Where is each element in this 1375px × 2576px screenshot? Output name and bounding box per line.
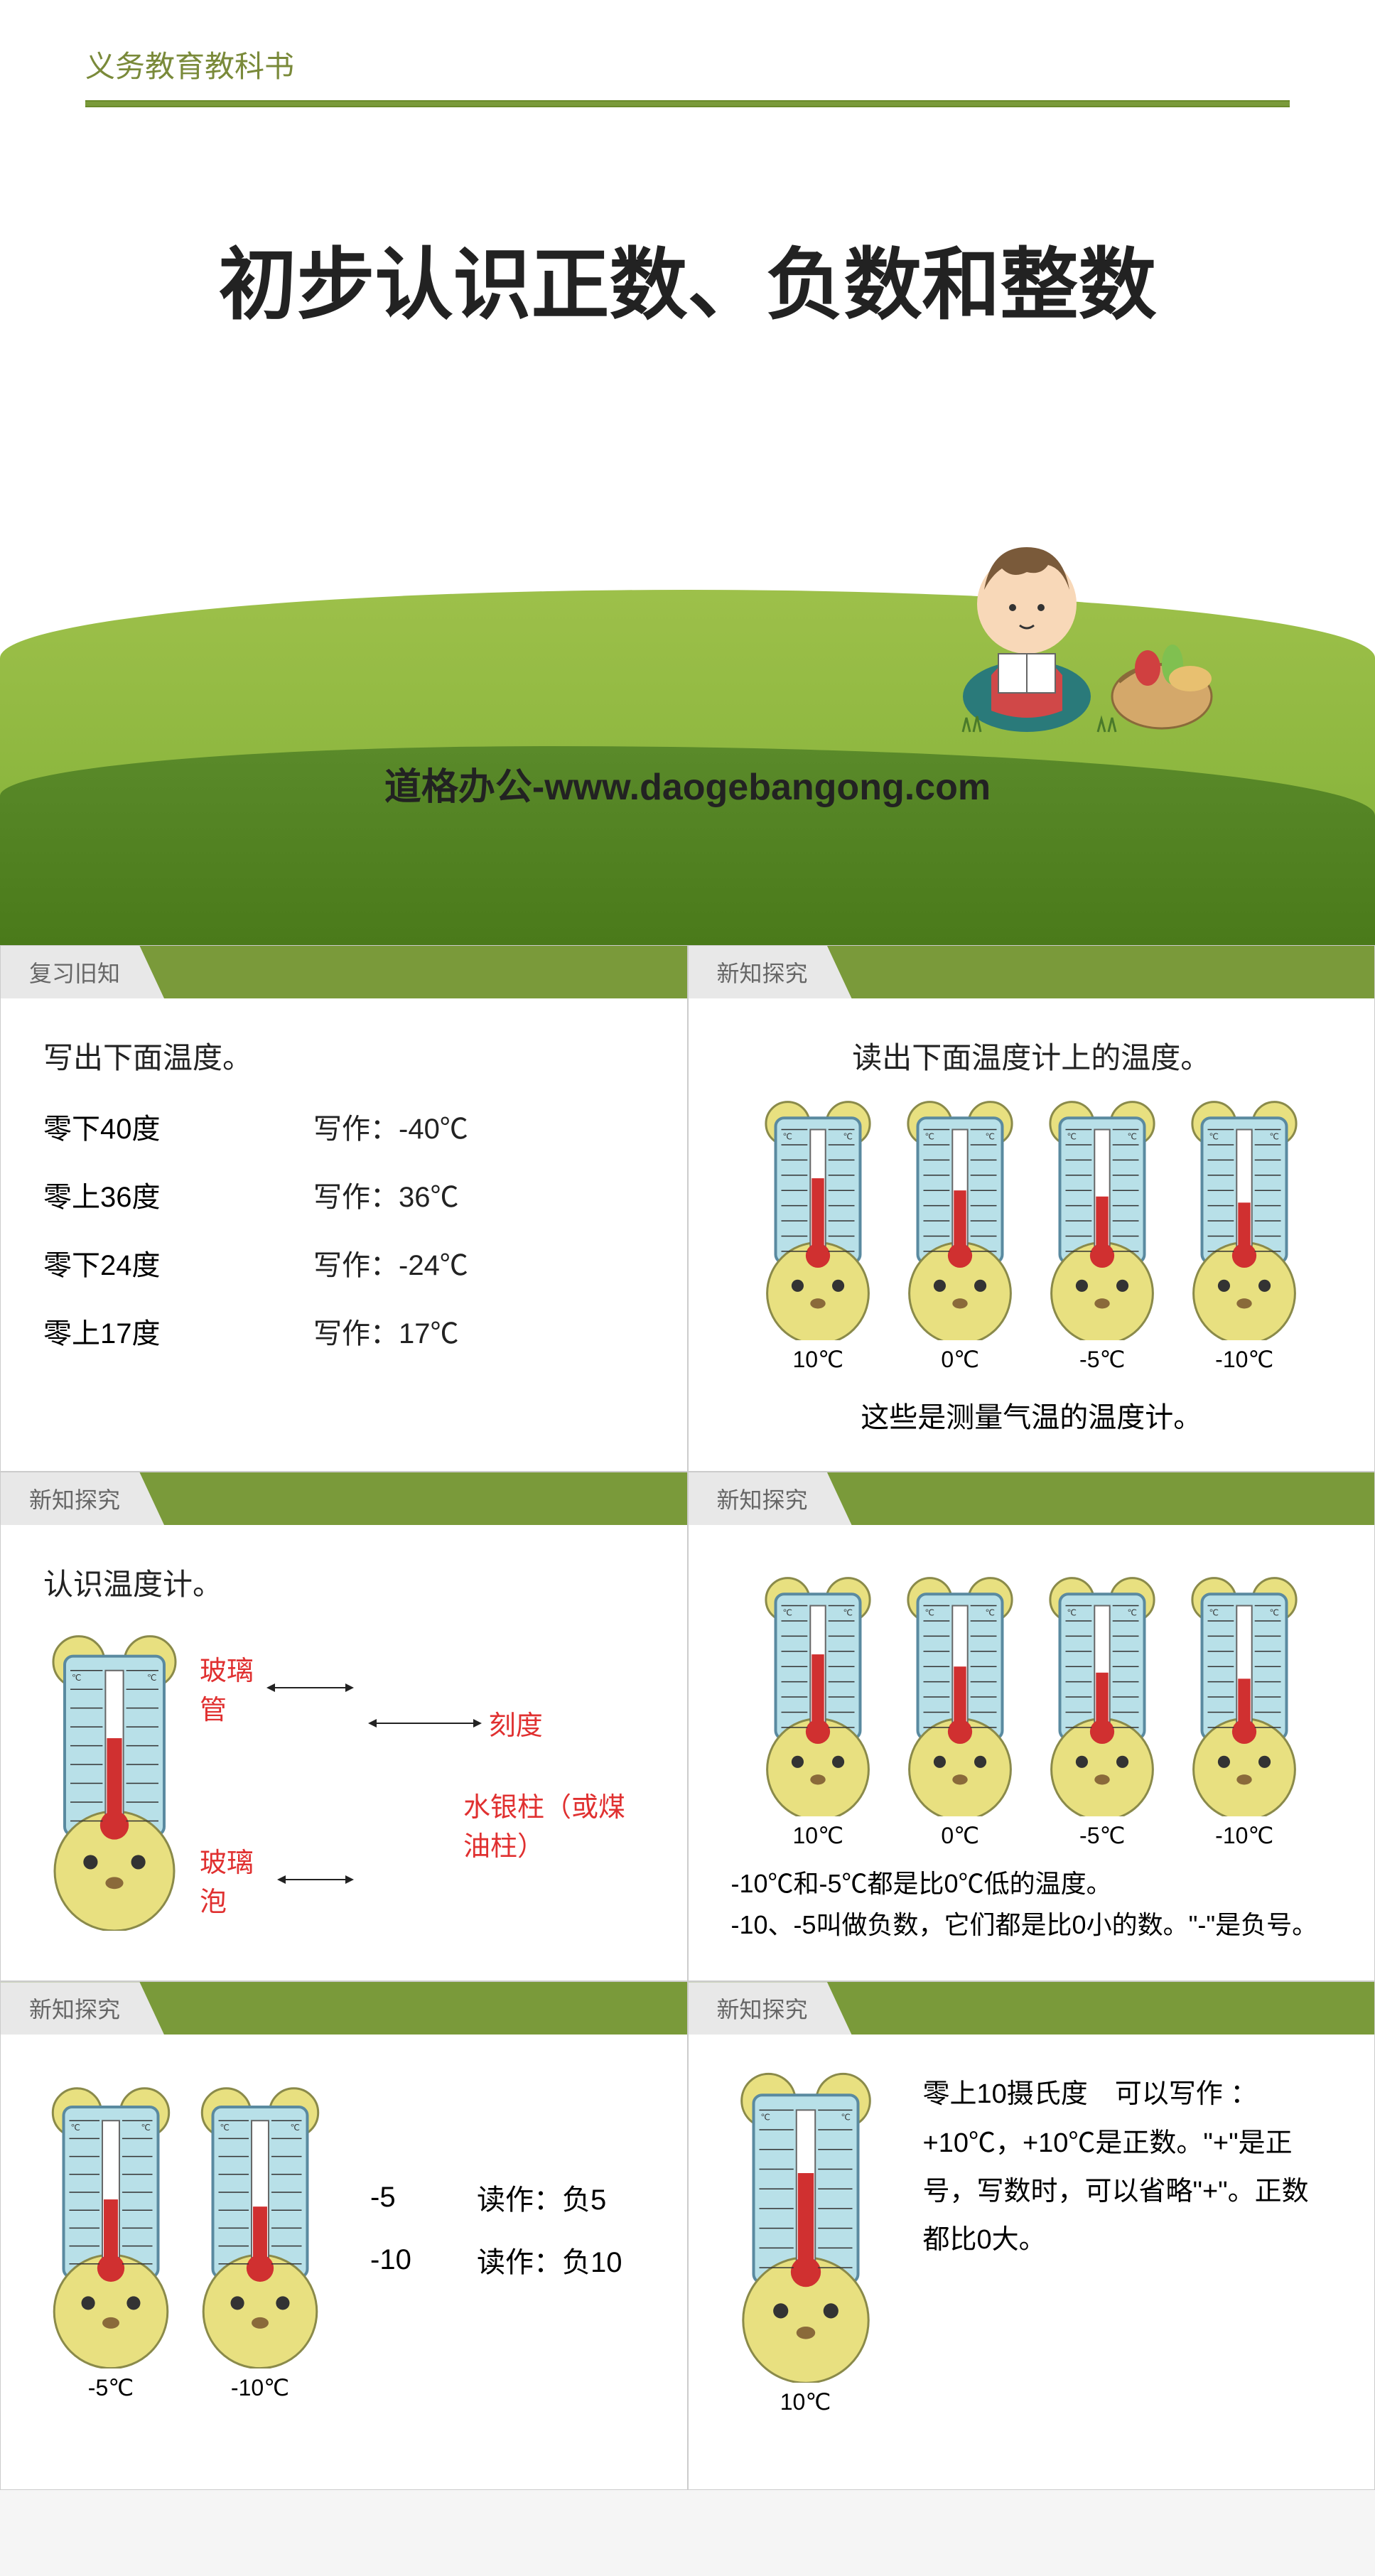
svg-text:℃: ℃ xyxy=(925,1608,934,1618)
svg-text:℃: ℃ xyxy=(783,1608,792,1618)
panel-explore-5: 新知探究 ℃ ℃ 10℃ 零上10摄氏度 可以写作 ：+10℃，+10℃是正数。… xyxy=(688,1981,1375,2490)
thermometer-icon: ℃ ℃ 10℃ xyxy=(757,1099,878,1373)
thermo-caption: 0℃ xyxy=(941,1346,979,1373)
temp-write: 写作：36℃ xyxy=(313,1174,459,1215)
read-value: -5 xyxy=(370,2182,441,2214)
instruction: 认识温度计。 xyxy=(43,1561,645,1604)
panel-tab: 新知探究 xyxy=(689,1472,852,1525)
thermo-caption: -10℃ xyxy=(1215,1346,1273,1373)
header-text: 义务教育教科书 xyxy=(85,43,1290,86)
svg-text:℃: ℃ xyxy=(1128,1132,1137,1142)
arrow-icon xyxy=(274,1687,347,1688)
header-bar xyxy=(85,100,1290,107)
note-text: 这些是测量气温的温度计。 xyxy=(731,1394,1332,1435)
thermometer-icon: ℃ ℃ 10℃ xyxy=(731,2070,880,2415)
svg-text:℃: ℃ xyxy=(1270,1132,1279,1142)
label-mercury: 水银柱（或煤油柱） xyxy=(463,1785,645,1863)
main-title: 初步认识正数、负数和整数 xyxy=(85,221,1290,335)
temp-row: 零下24度 写作：-24℃ xyxy=(43,1242,645,1283)
label-scale: 刻度 xyxy=(489,1703,543,1742)
panel-tab: 新知探究 xyxy=(1,1982,164,2035)
label-glass-tube: 玻璃管 xyxy=(200,1649,259,1727)
svg-text:℃: ℃ xyxy=(843,1132,853,1142)
thermo-caption: 10℃ xyxy=(780,2388,831,2415)
svg-text:℃: ℃ xyxy=(1067,1132,1077,1142)
temp-label: 零上36度 xyxy=(43,1174,313,1215)
temp-label: 零下24度 xyxy=(43,1242,313,1283)
panel-tab: 新知探究 xyxy=(1,1472,164,1525)
read-row: -5 读作：负5 xyxy=(370,2177,622,2218)
svg-text:℃: ℃ xyxy=(141,2123,151,2133)
child-reading-icon xyxy=(920,476,1219,746)
svg-text:℃: ℃ xyxy=(71,2123,80,2133)
temp-row: 零上17度 写作：17℃ xyxy=(43,1310,645,1352)
temp-write: 写作：-24℃ xyxy=(313,1242,468,1283)
label-bulb: 玻璃泡 xyxy=(200,1841,270,1919)
grass-illustration: 道格办公-www.daogebangong.com xyxy=(0,590,1375,945)
thermo-caption: -5℃ xyxy=(1079,1346,1125,1373)
side-text: 零上10摄氏度 可以写作 ：+10℃，+10℃是正数。"+"是正号，写数时，可以… xyxy=(923,2070,1332,2265)
thermometer-icon: ℃ ℃ 10℃ xyxy=(757,1575,878,1849)
read-row: -10 读作：负10 xyxy=(370,2239,622,2280)
svg-text:℃: ℃ xyxy=(1270,1608,1279,1618)
temp-row: 零上36度 写作：36℃ xyxy=(43,1174,645,1215)
thermo-caption: -10℃ xyxy=(231,2374,289,2401)
temp-row: 零下40度 写作：-40℃ xyxy=(43,1106,645,1147)
svg-text:℃: ℃ xyxy=(147,1673,156,1683)
svg-text:℃: ℃ xyxy=(760,2113,770,2123)
temp-label: 零上17度 xyxy=(43,1310,313,1352)
thermometer-icon: ℃ ℃ 0℃ xyxy=(900,1575,1020,1849)
thermometer-icon: ℃ ℃ -5℃ xyxy=(1042,1575,1163,1849)
thermometer-icon: ℃ ℃ -5℃ xyxy=(1042,1099,1163,1373)
temp-label: 零下40度 xyxy=(43,1106,313,1147)
thermometer-icon: ℃ ℃ -10℃ xyxy=(1184,1575,1305,1849)
thermo-caption: 10℃ xyxy=(792,1346,843,1373)
panel-review: 复习旧知 写出下面温度。 零下40度 写作：-40℃ 零上36度 写作：36℃ … xyxy=(0,945,688,1472)
instruction: 写出下面温度。 xyxy=(43,1034,645,1077)
thermo-caption: 10℃ xyxy=(792,1822,843,1849)
panel-tab: 新知探究 xyxy=(689,1982,852,2035)
thermometer-icon: ℃ ℃ -10℃ xyxy=(193,2084,328,2401)
svg-text:℃: ℃ xyxy=(986,1608,995,1618)
svg-text:℃: ℃ xyxy=(843,1608,853,1618)
panel-explore-4: 新知探究 ℃ ℃ -5℃ ℃ ℃ -10℃ xyxy=(0,1981,688,2490)
read-text: 读作：负5 xyxy=(477,2177,606,2218)
svg-text:℃: ℃ xyxy=(841,2113,850,2123)
explain-text: -10℃和-5℃都是比0℃低的温度。-10、-5叫做负数，它们都是比0小的数。"… xyxy=(731,1863,1332,1945)
instruction: 读出下面温度计上的温度。 xyxy=(731,1034,1332,1077)
temp-write: 写作：-40℃ xyxy=(313,1106,468,1147)
svg-text:℃: ℃ xyxy=(925,1132,934,1142)
panel-explore-1: 新知探究 读出下面温度计上的温度。 ℃ ℃ 10℃ ℃ ℃ xyxy=(688,945,1375,1472)
svg-text:℃: ℃ xyxy=(783,1132,792,1142)
watermark-text: 道格办公-www.daogebangong.com xyxy=(384,757,991,810)
svg-text:℃: ℃ xyxy=(986,1132,995,1142)
panel-tab: 复习旧知 xyxy=(1,946,164,998)
panel-explore-3: 新知探究 ℃ ℃ 10℃ ℃ ℃ 0℃ xyxy=(688,1472,1375,1981)
arrow-icon xyxy=(284,1879,346,1880)
svg-text:℃: ℃ xyxy=(291,2123,300,2133)
thermometer-icon: ℃ ℃ -5℃ xyxy=(43,2084,178,2401)
title-slide: 义务教育教科书 初步认识正数、负数和整数 xyxy=(0,0,1375,945)
read-value: -10 xyxy=(370,2244,441,2276)
thermometer-icon: ℃ ℃ 0℃ xyxy=(900,1099,1020,1373)
read-text: 读作：负10 xyxy=(477,2239,622,2280)
thermometer-icon: ℃ ℃ xyxy=(43,1632,185,1934)
arrow-icon xyxy=(375,1723,475,1724)
panel-tab: 新知探究 xyxy=(689,946,852,998)
thermo-caption: 0℃ xyxy=(941,1822,979,1849)
svg-text:℃: ℃ xyxy=(1067,1608,1077,1618)
svg-text:℃: ℃ xyxy=(72,1673,81,1683)
thermo-caption: -5℃ xyxy=(88,2374,134,2401)
thermo-caption: -5℃ xyxy=(1079,1822,1125,1849)
temp-write: 写作：17℃ xyxy=(313,1310,459,1352)
thermo-caption: -10℃ xyxy=(1215,1822,1273,1849)
panel-explore-2: 新知探究 认识温度计。 ℃ ℃ 玻璃管 xyxy=(0,1472,688,1981)
thermometer-icon: ℃ ℃ -10℃ xyxy=(1184,1099,1305,1373)
svg-text:℃: ℃ xyxy=(220,2123,230,2133)
svg-text:℃: ℃ xyxy=(1209,1608,1219,1618)
svg-text:℃: ℃ xyxy=(1209,1132,1219,1142)
svg-text:℃: ℃ xyxy=(1128,1608,1137,1618)
